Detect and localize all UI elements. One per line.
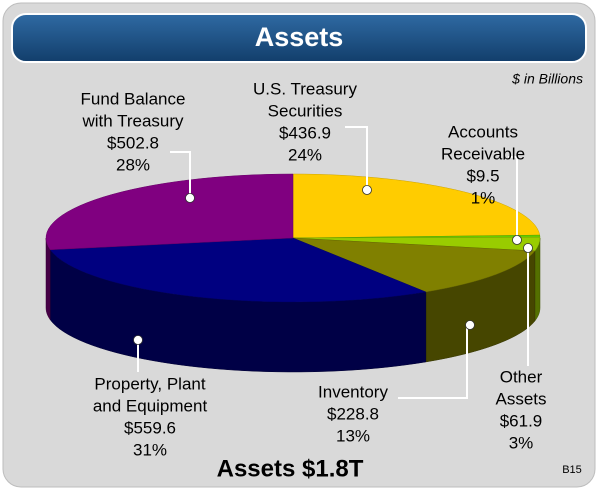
subtitle: $ in Billions xyxy=(511,71,583,87)
slice-label: Receivable xyxy=(441,144,525,163)
page-code: B15 xyxy=(562,464,582,476)
leader-dot xyxy=(512,235,522,245)
slice-label: with Treasury xyxy=(81,111,184,130)
pie xyxy=(45,173,541,373)
value-label: $559.6 xyxy=(124,418,176,437)
slice xyxy=(45,173,294,251)
slice xyxy=(49,237,427,303)
value-label: $502.8 xyxy=(107,133,159,152)
slice-side xyxy=(45,237,51,321)
value-label: $228.8 xyxy=(327,404,379,423)
slice-label: Assets xyxy=(495,389,546,408)
leader-dot xyxy=(133,335,143,345)
percentage-label: 28% xyxy=(116,155,150,174)
leader-dot xyxy=(523,243,533,253)
labels: U.S. Treasury Securities $436.9 24% Accounts… xyxy=(81,79,547,459)
slice-label: and Equipment xyxy=(93,396,208,415)
leader-line xyxy=(345,126,368,190)
slice-label: Property, Plant xyxy=(94,374,205,393)
slice-label: Accounts xyxy=(448,122,518,141)
value-label: $61.9 xyxy=(500,411,543,430)
percentage-label: 1% xyxy=(471,188,496,207)
leader-line xyxy=(508,156,518,240)
leader-dot xyxy=(185,193,195,203)
value-label: $436.9 xyxy=(279,123,331,142)
percentage-label: 31% xyxy=(133,440,167,459)
slice-side xyxy=(534,237,541,322)
slice-label: Inventory xyxy=(318,382,388,401)
slice-label: Other xyxy=(500,367,543,386)
percentage-label: 13% xyxy=(336,426,370,445)
footer: Assets $1.8T xyxy=(217,455,364,482)
chart-title: Assets xyxy=(255,22,344,52)
slice xyxy=(292,237,536,293)
value-label: $9.5 xyxy=(466,166,499,185)
leader-line xyxy=(170,151,191,198)
percentage-label: 24% xyxy=(288,145,322,164)
slice-label: Securities xyxy=(268,101,343,120)
slice xyxy=(292,173,541,239)
percentage-label: 3% xyxy=(509,433,534,452)
title-bar xyxy=(11,13,587,63)
slice-label: U.S. Treasury xyxy=(253,79,357,98)
leader-line xyxy=(398,325,468,399)
leader-dot xyxy=(465,320,475,330)
leader-dot xyxy=(362,185,372,195)
slice-label: Fund Balance xyxy=(81,89,186,108)
